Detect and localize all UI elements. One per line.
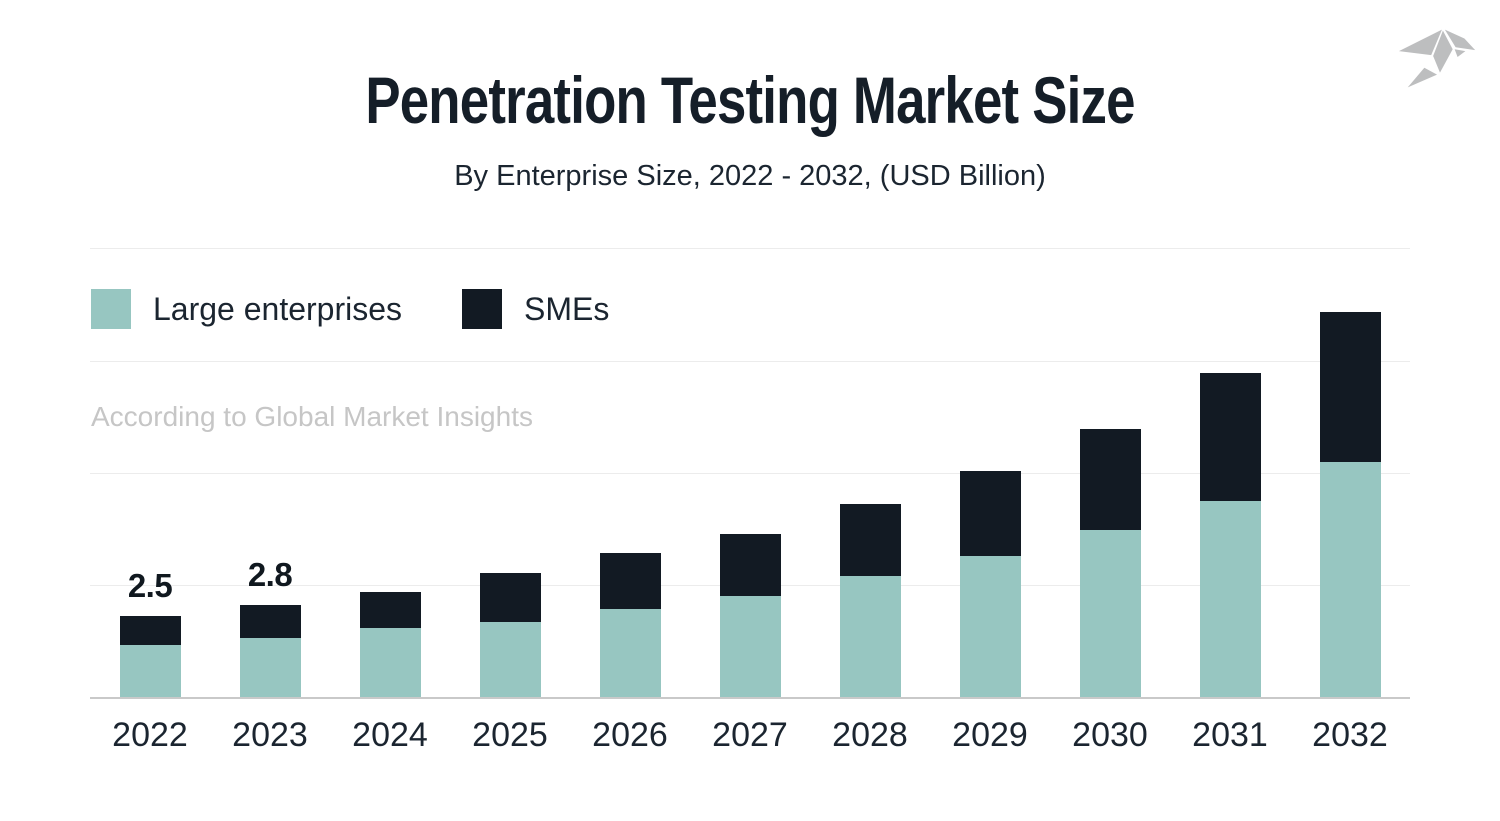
bar-2032 (1319, 312, 1381, 697)
chart-title: Penetration Testing Market Size (365, 63, 1135, 137)
bar-segment-2026-smes (599, 553, 661, 609)
legend: Large enterprises SMEs (91, 289, 609, 329)
bar-segment-2026-large-enterprises (599, 609, 661, 697)
bar-2024 (359, 592, 421, 697)
bar-slot-2027 (690, 249, 810, 697)
legend-label-smes: SMEs (524, 290, 610, 327)
plot-area: 2.5 2.8 (90, 248, 1410, 699)
logo-body (1433, 30, 1453, 73)
x-tick-2027: 2027 (712, 716, 788, 754)
bar-segment-2032-large-enterprises (1319, 462, 1381, 697)
bar-segment-2023-smes (239, 605, 301, 638)
x-tick-2023: 2023 (232, 716, 308, 754)
bar-segment-2025-large-enterprises (479, 622, 541, 697)
bar-2030 (1079, 429, 1141, 697)
bar-segment-2030-large-enterprises (1079, 530, 1141, 697)
bar-segment-2024-large-enterprises (359, 628, 421, 697)
bar-segment-2028-large-enterprises (839, 576, 901, 697)
bar-value-label-2023: 2.8 (247, 556, 293, 593)
source-note: According to Global Market Insights (91, 401, 533, 432)
bar-segment-2024-smes (359, 592, 421, 628)
bar-slot-2028 (810, 249, 930, 697)
bars-container: 2.5 2.8 (90, 249, 1410, 697)
bar-2026 (599, 553, 661, 697)
chart-subtitle: By Enterprise Size, 2022 - 2032, (USD Bi… (454, 160, 1046, 192)
bar-segment-2029-smes (959, 471, 1021, 556)
bar-segment-2022-large-enterprises (119, 645, 181, 697)
x-axis-labels: 2022 2023 2024 2025 2026 2027 2028 2029 2030 2031… (90, 716, 1410, 755)
legend-swatch-smes (462, 289, 503, 329)
legend-swatch-large-enterprises (91, 289, 131, 329)
bar-2023 (239, 605, 301, 697)
bar-slot-2024 (330, 249, 450, 697)
x-tick-2031: 2031 (1192, 716, 1268, 754)
bar-slot-2032 (1290, 249, 1410, 697)
bar-segment-2025-smes (479, 573, 541, 622)
bar-slot-2022: 2.5 (90, 249, 210, 697)
bar-segment-2031-smes (1199, 373, 1261, 501)
bar-slot-2031 (1170, 249, 1290, 697)
bar-segment-2023-large-enterprises (239, 638, 301, 697)
bar-segment-2030-smes (1079, 429, 1141, 530)
logo-tail-wing (1407, 67, 1438, 88)
bar-segment-2029-large-enterprises (959, 556, 1021, 697)
bar-2027 (719, 534, 781, 697)
bar-slot-2029 (930, 249, 1050, 697)
x-tick-2029: 2029 (952, 716, 1028, 754)
x-tick-2028: 2028 (832, 716, 908, 754)
bar-segment-2032-smes (1319, 312, 1381, 462)
bar-slot-2025 (450, 249, 570, 697)
bar-segment-2027-smes (719, 534, 781, 596)
logo-upper-wing (1398, 29, 1442, 56)
x-tick-2026: 2026 (592, 716, 668, 754)
bar-slot-2026 (570, 249, 690, 697)
bar-slot-2030 (1050, 249, 1170, 697)
bar-segment-2031-large-enterprises (1199, 501, 1261, 697)
x-tick-2032: 2032 (1312, 716, 1388, 754)
bar-2028 (839, 504, 901, 697)
bar-2029 (959, 471, 1021, 697)
legend-label-large-enterprises: Large enterprises (153, 290, 403, 327)
x-tick-2022: 2022 (112, 716, 188, 754)
logo-chin (1454, 49, 1466, 58)
bar-2022 (119, 616, 181, 697)
gridline (90, 473, 1410, 474)
logo-head-beak (1444, 29, 1476, 51)
x-tick-2024: 2024 (352, 716, 428, 754)
origami-bird-logo (1398, 29, 1476, 88)
bar-2025 (479, 573, 541, 697)
bar-2031 (1199, 373, 1261, 697)
bar-slot-2023: 2.8 (210, 249, 330, 697)
gridline (90, 361, 1410, 362)
bar-value-label-2022: 2.5 (127, 567, 173, 604)
x-tick-2030: 2030 (1072, 716, 1148, 754)
bar-segment-2027-large-enterprises (719, 596, 781, 697)
bar-segment-2028-smes (839, 504, 901, 576)
x-tick-2025: 2025 (472, 716, 548, 754)
bar-segment-2022-smes (119, 616, 181, 645)
